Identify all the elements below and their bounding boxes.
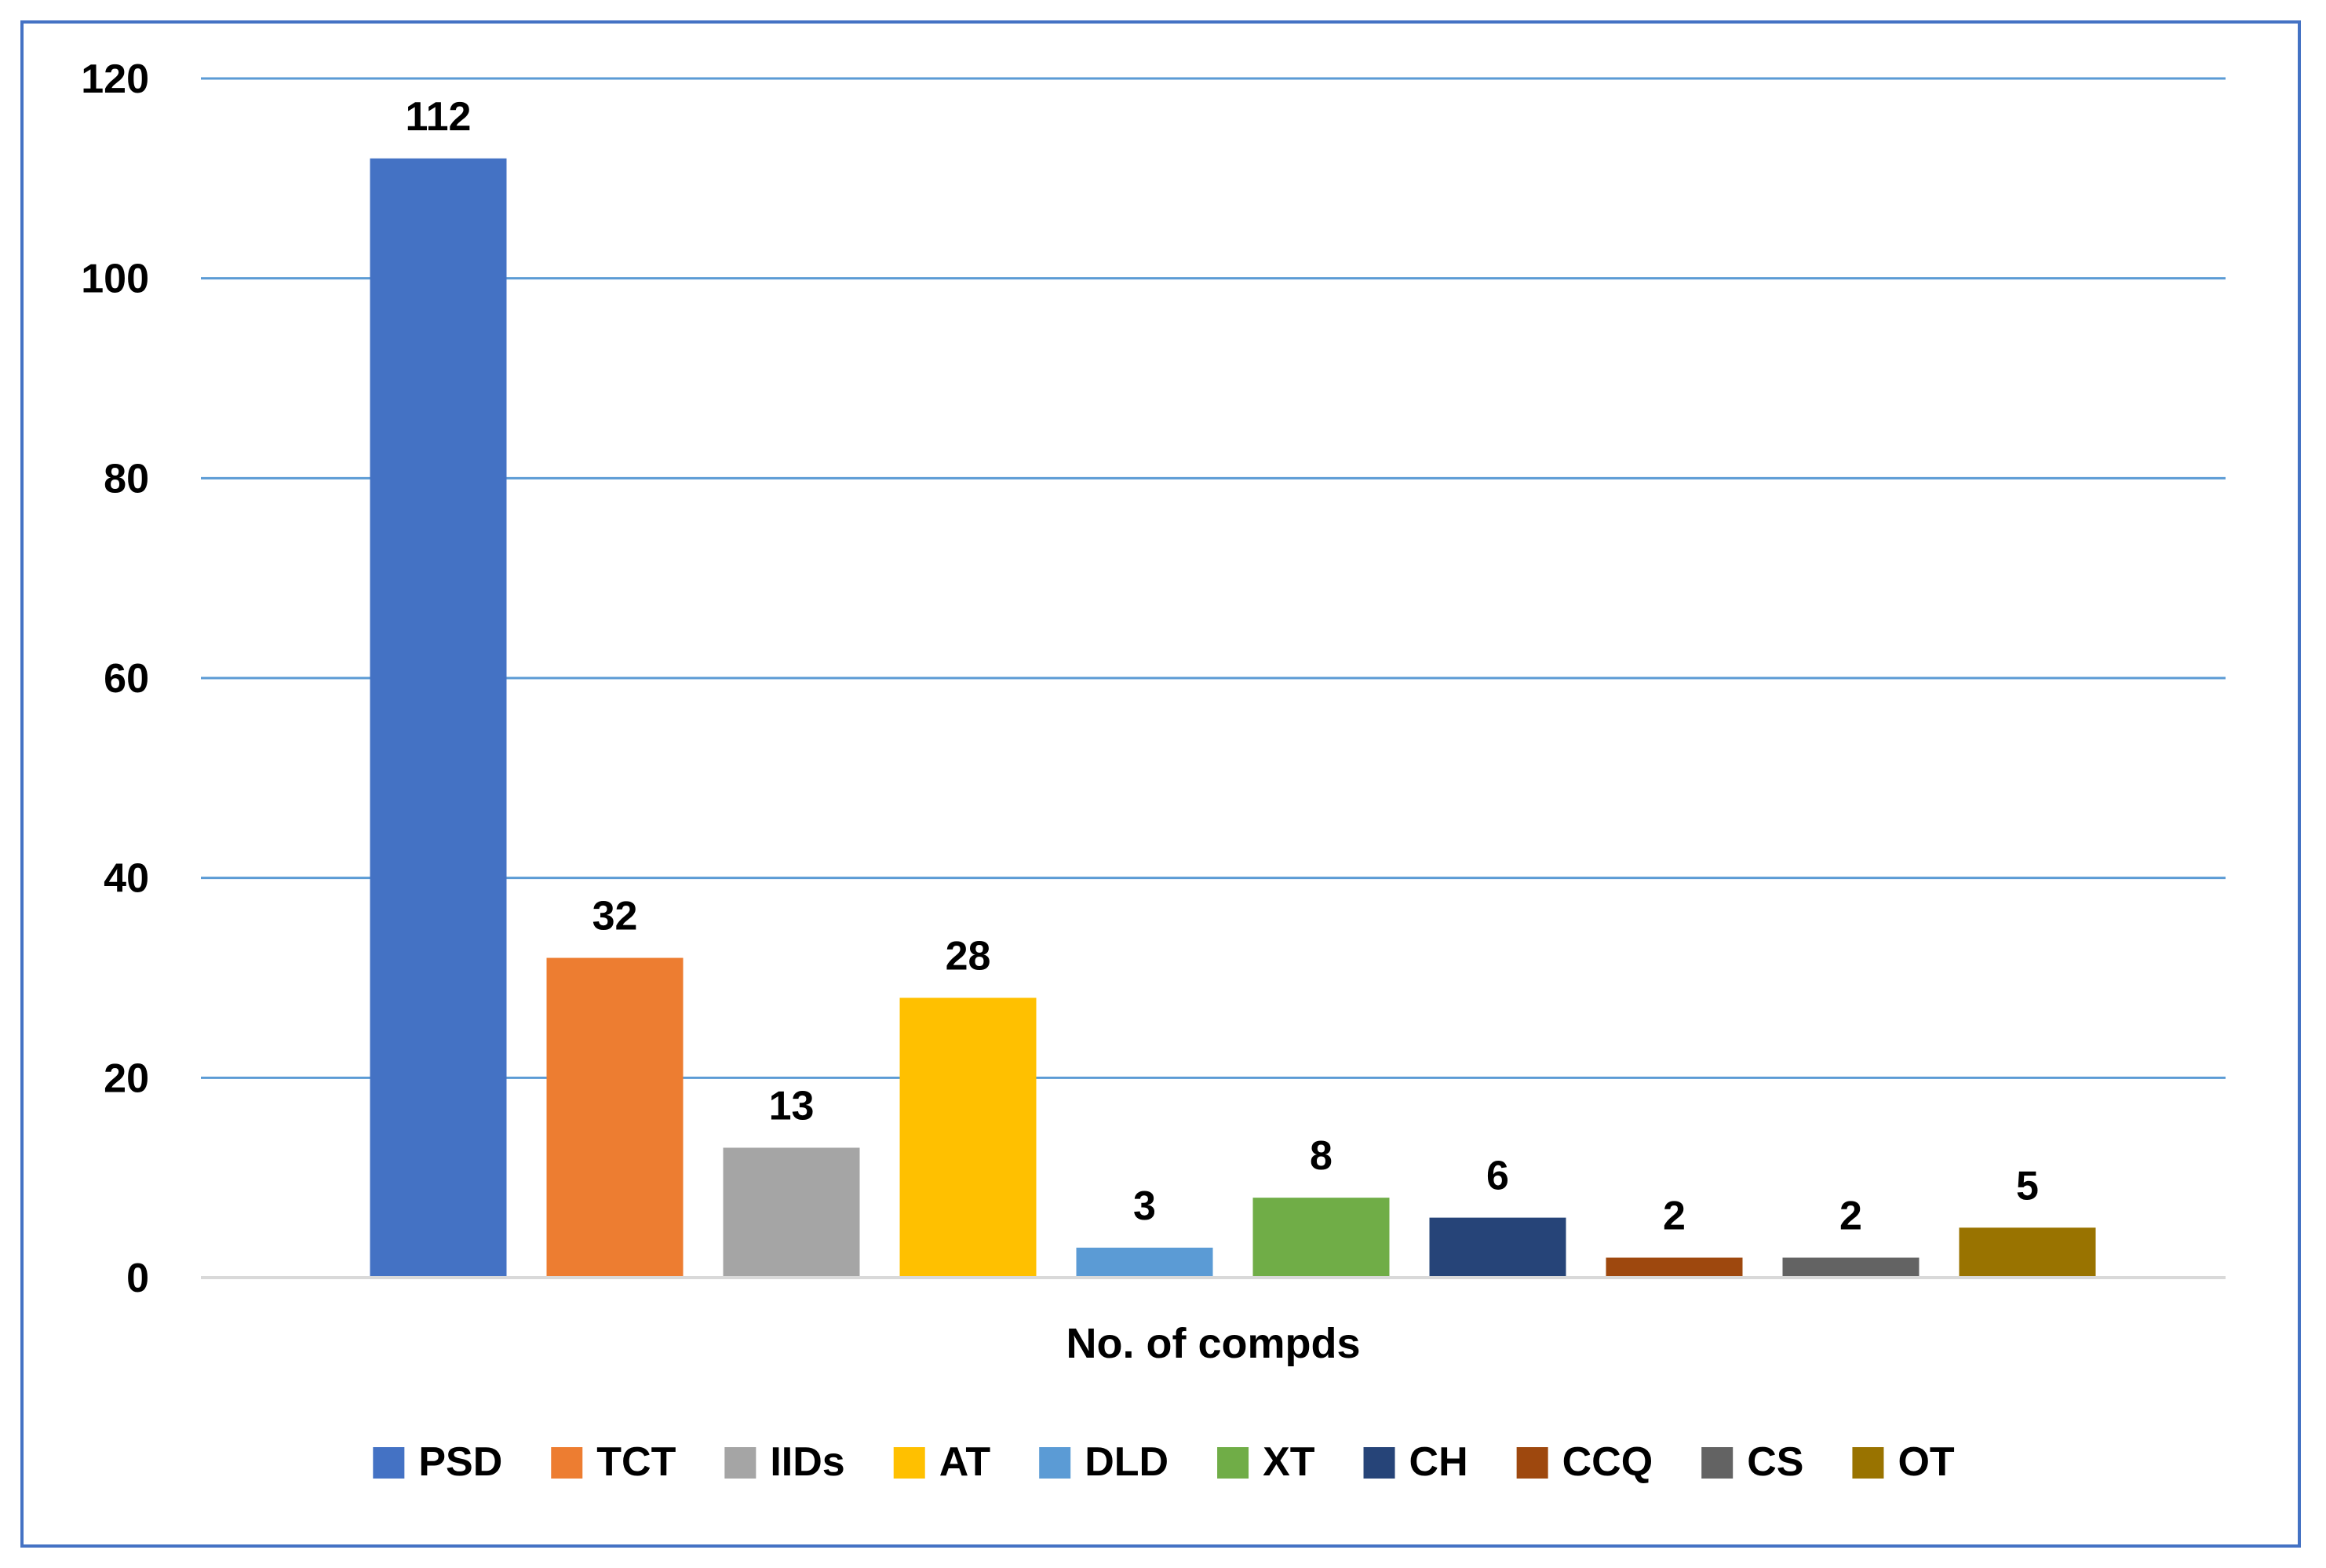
- y-tick-label: 120: [81, 57, 149, 102]
- legend-swatch: [724, 1447, 756, 1479]
- legend-item-dld: DLD: [1039, 1439, 1168, 1485]
- bar-tct: [546, 957, 684, 1278]
- legend-item-cs: CS: [1701, 1439, 1803, 1485]
- x-axis-title: No. of compds: [1066, 1320, 1361, 1367]
- legend-label: TCT: [596, 1439, 676, 1485]
- legend-label: OT: [1898, 1439, 1954, 1485]
- legend-swatch: [893, 1447, 925, 1479]
- legend-swatch: [551, 1447, 583, 1479]
- legend-swatch: [373, 1447, 405, 1479]
- legend-label: CH: [1409, 1439, 1468, 1485]
- legend-item-iids: IIDs: [724, 1439, 845, 1485]
- legend-label: DLD: [1085, 1439, 1168, 1485]
- bar-ch: [1429, 1217, 1566, 1278]
- chart-frame: 0 20 40 60 80 100 120 112 32 13 28 3 8 6 2 2 5 No. of c…: [20, 20, 2301, 1548]
- legend-swatch: [1217, 1447, 1249, 1479]
- legend-swatch: [1701, 1447, 1734, 1479]
- legend-label: IIDs: [770, 1439, 844, 1485]
- data-label-at: 28: [946, 933, 991, 979]
- legend-swatch: [1852, 1447, 1884, 1479]
- y-tick-label: 0: [126, 1256, 149, 1301]
- legend-item-tct: TCT: [551, 1439, 676, 1485]
- legend-item-ch: CH: [1363, 1439, 1468, 1485]
- legend-item-at: AT: [893, 1439, 991, 1485]
- legend-label: AT: [939, 1439, 991, 1485]
- legend-label: PSD: [418, 1439, 502, 1485]
- y-tick-label: 60: [104, 656, 149, 702]
- legend-label: CCQ: [1562, 1439, 1653, 1485]
- legend-swatch: [1516, 1447, 1548, 1479]
- data-label-cs: 2: [1839, 1194, 1862, 1239]
- y-axis-tick-labels: 0 20 40 60 80 100 120: [81, 57, 149, 1301]
- data-label-ch: 6: [1486, 1154, 1509, 1199]
- legend-item-psd: PSD: [373, 1439, 502, 1485]
- legend-swatch: [1363, 1447, 1395, 1479]
- bar-psd: [370, 158, 507, 1278]
- data-labels: 112 32 13 28 3 8 6 2 2 5: [406, 94, 2039, 1239]
- y-tick-label: 80: [104, 456, 149, 501]
- y-tick-label: 20: [104, 1056, 149, 1101]
- legend-label: XT: [1263, 1439, 1315, 1485]
- y-tick-label: 40: [104, 856, 149, 902]
- data-label-iids: 13: [769, 1083, 815, 1129]
- data-label-dld: 3: [1133, 1183, 1156, 1229]
- bar-at: [899, 997, 1037, 1278]
- data-label-ccq: 2: [1663, 1194, 1686, 1239]
- data-label-xt: 8: [1310, 1133, 1333, 1179]
- data-label-ot: 5: [2016, 1163, 2039, 1209]
- gridlines: [201, 77, 2226, 1079]
- bar-ccq: [1606, 1257, 1743, 1278]
- legend-item-ot: OT: [1852, 1439, 1955, 1485]
- bar-dld: [1076, 1247, 1213, 1278]
- bar-cs: [1782, 1257, 1919, 1278]
- legend-label: CS: [1747, 1439, 1803, 1485]
- bar-iids: [723, 1147, 860, 1278]
- legend-item-ccq: CCQ: [1516, 1439, 1653, 1485]
- bar-xt: [1252, 1198, 1390, 1278]
- legend-item-xt: XT: [1217, 1439, 1315, 1485]
- data-label-tct: 32: [592, 894, 638, 939]
- bar-ot: [1959, 1227, 2096, 1278]
- bars: [370, 158, 2096, 1278]
- legend: PSD TCT IIDs AT DLD XT CH CCQ CS OT: [373, 1439, 1955, 1485]
- data-label-psd: 112: [406, 94, 472, 140]
- y-tick-label: 100: [81, 257, 149, 302]
- legend-swatch: [1039, 1447, 1071, 1479]
- bar-chart: 0 20 40 60 80 100 120 112 32 13 28 3 8 6 2 2 5 No. of c…: [81, 57, 2226, 1485]
